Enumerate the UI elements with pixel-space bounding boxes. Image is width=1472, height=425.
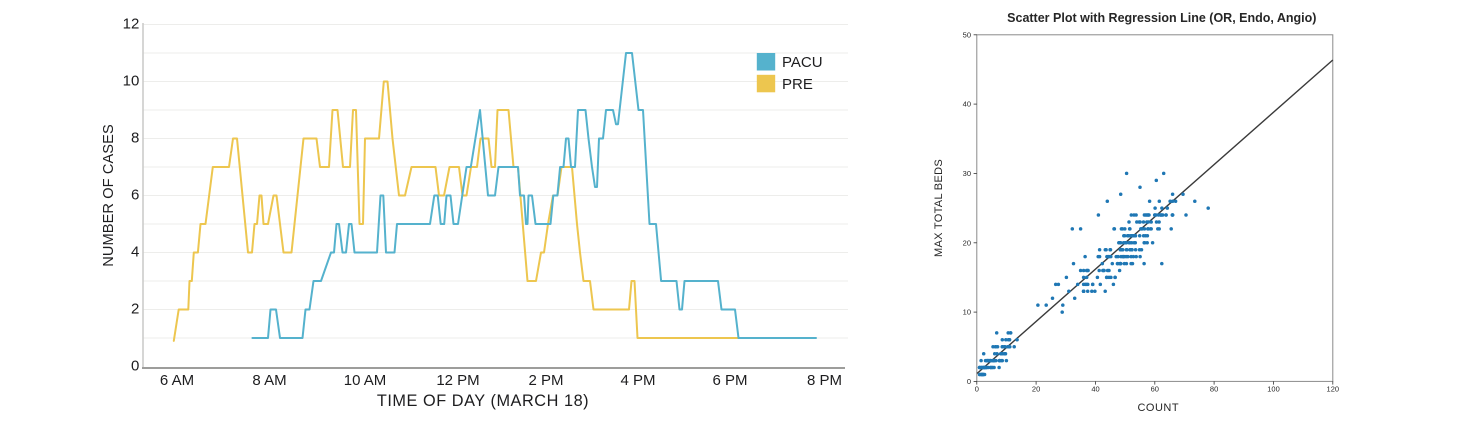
svg-text:6 PM: 6 PM (712, 372, 747, 389)
svg-text:COUNT: COUNT (1137, 402, 1179, 414)
svg-text:4 PM: 4 PM (620, 372, 655, 389)
svg-text:60: 60 (1151, 385, 1159, 394)
svg-text:2 PM: 2 PM (528, 372, 563, 389)
svg-text:Scatter Plot with Regression L: Scatter Plot with Regression Line (OR, E… (1007, 11, 1316, 25)
svg-text:50: 50 (963, 30, 971, 39)
svg-text:40: 40 (963, 100, 971, 109)
svg-text:30: 30 (963, 169, 971, 178)
svg-text:2: 2 (131, 301, 139, 318)
svg-text:40: 40 (1091, 385, 1099, 394)
svg-text:0: 0 (131, 358, 139, 375)
svg-text:10 AM: 10 AM (344, 372, 387, 389)
svg-text:0: 0 (975, 385, 979, 394)
svg-text:20: 20 (1032, 385, 1040, 394)
svg-text:10: 10 (963, 308, 971, 317)
svg-text:8 PM: 8 PM (807, 372, 842, 389)
svg-text:MAX TOTAL BEDS: MAX TOTAL BEDS (933, 159, 945, 257)
svg-text:20: 20 (963, 238, 971, 247)
svg-text:4: 4 (131, 244, 139, 261)
svg-text:80: 80 (1210, 385, 1218, 394)
svg-text:TIME OF DAY (MARCH 18): TIME OF DAY (MARCH 18) (377, 392, 589, 410)
svg-text:PRE: PRE (782, 76, 813, 93)
svg-text:NUMBER OF CASES: NUMBER OF CASES (101, 124, 117, 267)
svg-text:10: 10 (123, 73, 140, 90)
svg-text:8 AM: 8 AM (252, 372, 286, 389)
svg-text:8: 8 (131, 130, 139, 147)
svg-text:0: 0 (967, 377, 971, 386)
svg-text:12 PM: 12 PM (436, 372, 479, 389)
svg-text:6: 6 (131, 187, 139, 204)
svg-text:120: 120 (1327, 385, 1340, 394)
svg-text:PACU: PACU (782, 54, 823, 71)
svg-text:6 AM: 6 AM (160, 372, 194, 389)
svg-text:100: 100 (1267, 385, 1280, 394)
svg-text:12: 12 (123, 16, 140, 33)
